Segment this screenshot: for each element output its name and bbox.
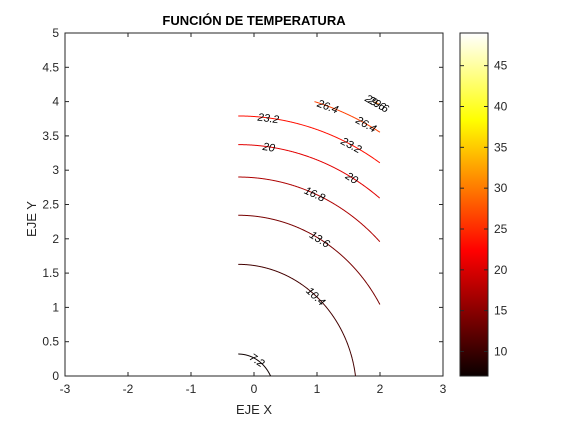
y-tick-label: 3	[52, 163, 59, 177]
contour-label: 20	[261, 141, 277, 155]
plot-area	[64, 32, 444, 377]
contour-line	[314, 101, 381, 133]
contour-line	[238, 115, 381, 164]
x-axis: -3 -2 -1 0 1 2 3	[60, 33, 447, 396]
y-tick-label: 2.5	[42, 198, 59, 212]
chart-title: FUNCIÓN DE TEMPERATURA	[162, 13, 346, 28]
x-tick-label: 3	[440, 382, 447, 396]
colorbar-tick-label: 30	[494, 181, 508, 195]
y-tick-label: 4.5	[42, 60, 59, 74]
colorbar-tick-label: 35	[494, 140, 508, 154]
contour-line	[238, 144, 381, 199]
colorbar-ticks: 10 15 20 25 30 35 40 45	[460, 59, 508, 359]
y-tick-label: 1.5	[42, 266, 59, 280]
x-axis-title: EJE X	[236, 402, 272, 417]
colorbar-tick-label: 25	[494, 222, 508, 236]
contour-label: 23.2	[256, 111, 280, 126]
y-tick-label: 0.5	[42, 335, 59, 349]
x-tick-label: -3	[60, 382, 71, 396]
y-axis: 0 0.5 1 1.5 2 2.5 3 3.5 4 4.5 5	[42, 26, 443, 383]
x-tick-label: -1	[186, 382, 197, 396]
contour-line	[238, 214, 381, 305]
contour-line	[374, 101, 380, 106]
contour-line	[238, 353, 271, 377]
contour-line	[238, 263, 356, 376]
colorbar-tick-label: 15	[494, 304, 508, 318]
colorbar-tick-label: 10	[494, 345, 508, 359]
y-tick-label: 0	[52, 369, 59, 383]
y-tick-label: 5	[52, 26, 59, 40]
colorbar: 10 15 20 25 30 35 40 45	[459, 32, 508, 377]
y-tick-label: 1	[52, 300, 59, 314]
colorbar-tick-label: 45	[494, 59, 508, 73]
y-axis-title: EJE Y	[24, 201, 39, 237]
colorbar-tick-label: 20	[494, 263, 508, 277]
x-tick-label: 0	[251, 382, 258, 396]
contour-line	[238, 176, 381, 243]
colorbar-gradient	[459, 32, 489, 377]
y-tick-label: 4	[52, 95, 59, 109]
contour-lines	[238, 101, 381, 377]
x-tick-label: -2	[123, 382, 134, 396]
y-tick-label: 2	[52, 232, 59, 246]
x-tick-label: 2	[377, 382, 384, 396]
colorbar-tick-label: 40	[494, 100, 508, 114]
x-tick-label: 1	[314, 382, 321, 396]
y-tick-label: 3.5	[42, 129, 59, 143]
